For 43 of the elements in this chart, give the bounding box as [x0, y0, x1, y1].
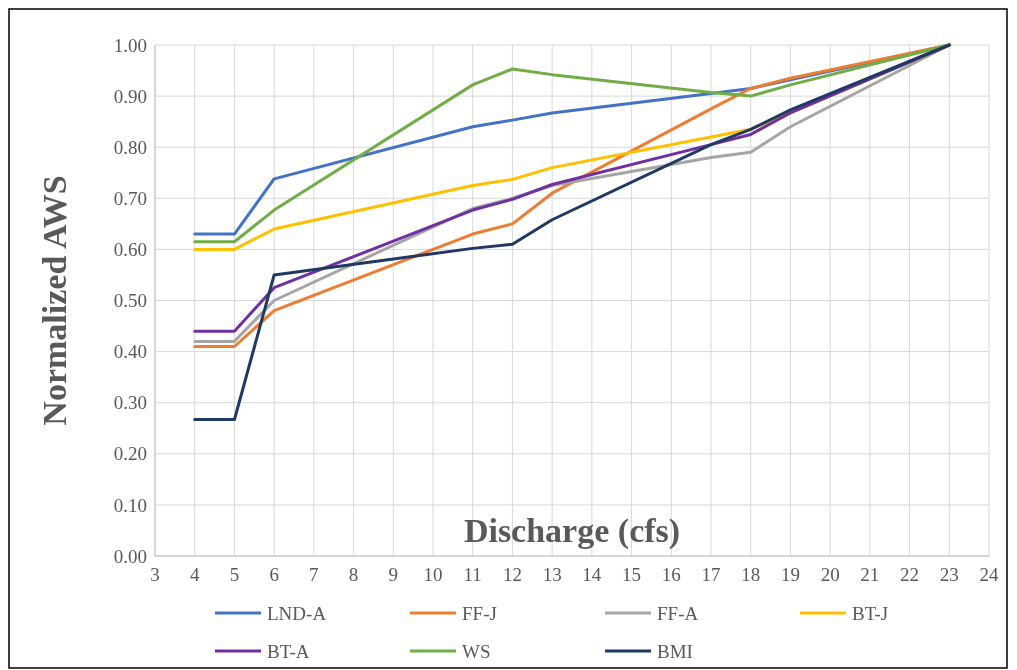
x-tick-label: 3 [150, 564, 160, 585]
x-tick-label: 21 [860, 564, 880, 585]
y-axis-title: Normalized AWS [36, 175, 73, 426]
y-tick-label: 0.50 [113, 290, 147, 312]
legend-label: FF-A [657, 602, 699, 624]
x-tick-label: 19 [780, 564, 800, 585]
x-tick-label: 9 [388, 564, 399, 585]
y-tick-label: 0.20 [113, 443, 147, 465]
legend-label: BT-J [852, 602, 889, 624]
x-axis-title: Discharge (cfs) [463, 512, 681, 550]
x-tick-label: 12 [502, 564, 522, 585]
x-tick-label: 14 [582, 564, 602, 585]
y-tick-label: 0.00 [113, 545, 147, 567]
y-tick-label: 0.10 [113, 494, 147, 516]
line-series [193, 43, 951, 422]
legend-label: LND-A [267, 602, 327, 624]
y-tick-label: 0.40 [113, 341, 147, 363]
y-tick-label: 0.30 [113, 392, 147, 414]
legend-label: FF-J [462, 602, 497, 624]
x-tick-label: 5 [229, 564, 240, 585]
x-tick-label: 23 [939, 564, 959, 585]
x-tick-label: 24 [979, 564, 999, 585]
x-tick-label: 10 [423, 564, 443, 585]
x-tick-label: 15 [622, 564, 642, 585]
x-tick-label: 8 [348, 564, 359, 585]
y-tick-label: 0.60 [113, 239, 147, 261]
x-tick-label: 13 [542, 564, 562, 585]
legend-label: WS [462, 640, 491, 662]
y-tick-label: 0.80 [113, 136, 147, 158]
x-tick-label: 22 [900, 564, 920, 585]
y-tick-label: 1.00 [113, 34, 147, 56]
x-tick-label: 18 [741, 564, 761, 585]
x-tick-label: 17 [701, 564, 721, 585]
x-tick-label: 20 [820, 564, 840, 585]
x-tick-label: 16 [661, 564, 681, 585]
x-tick-label: 6 [269, 564, 279, 585]
x-tick-label: 11 [463, 564, 482, 585]
x-tick-label: 4 [189, 564, 200, 585]
legend-label: BT-A [267, 640, 310, 662]
x-tick-label: 7 [309, 564, 319, 585]
legend-label: BMI [657, 640, 693, 662]
y-tick-label: 0.70 [113, 187, 147, 209]
y-tick-label: 0.90 [113, 85, 147, 107]
